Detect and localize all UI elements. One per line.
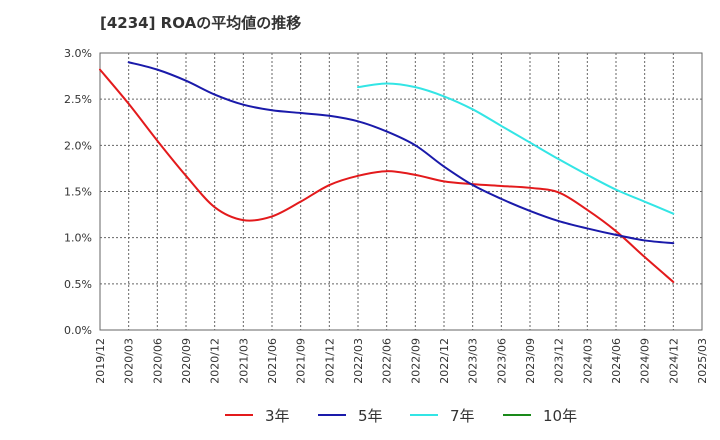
series-line-2 (127, 61, 675, 245)
legend: 3年 5年 7年 10年 (0, 400, 720, 430)
plot-frame (99, 52, 703, 331)
legend-swatch (410, 414, 438, 416)
x-tick-label: 2025/03 (696, 338, 709, 384)
x-tick-label: 2021/03 (237, 338, 250, 384)
x-tick-label: 2023/09 (524, 338, 537, 384)
y-tick-label: 2.0% (64, 139, 92, 152)
label-layer: 0.0% 0.5% 1.0% 1.5% 2.0% 2.5% 3.0% 2019/12 2020/… (64, 47, 709, 384)
y-tick-label: 0.0% (64, 324, 92, 337)
legend-label: 7年 (450, 406, 475, 425)
x-tick-label: 2024/03 (581, 338, 594, 384)
grid-layer (99, 52, 703, 331)
y-tick-label: 3.0% (64, 47, 92, 60)
x-tick-label: 2020/09 (180, 338, 193, 384)
legend-item: 7年 (410, 400, 475, 430)
x-tick-label: 2020/06 (151, 338, 164, 384)
legend-label: 3年 (265, 406, 290, 425)
x-tick-label: 2022/12 (438, 338, 451, 384)
series-line-1 (99, 68, 675, 283)
x-tick-label: 2021/06 (266, 338, 279, 384)
legend-swatch (225, 414, 253, 416)
legend-item: 5年 (318, 400, 383, 430)
legend-swatch (318, 414, 346, 416)
series-line-3 (357, 82, 675, 215)
legend-label: 10年 (543, 406, 578, 425)
y-tick-label: 1.0% (64, 232, 92, 245)
legend-label: 5年 (358, 406, 383, 425)
chart-title: [4234] ROAの平均値の推移 (100, 14, 302, 32)
x-tick-label: 2021/09 (295, 338, 308, 384)
x-tick-label: 2022/09 (409, 338, 422, 384)
x-tick-label: 2019/12 (94, 338, 107, 384)
legend-item: 10年 (503, 400, 577, 430)
x-tick-label: 2022/06 (381, 338, 394, 384)
x-tick-label: 2024/12 (667, 338, 680, 384)
x-tick-label: 2020/12 (209, 338, 222, 384)
x-tick-label: 2024/06 (610, 338, 623, 384)
x-tick-label: 2020/03 (123, 338, 136, 384)
legend-item: 3年 (225, 400, 290, 430)
x-tick-label: 2023/03 (467, 338, 480, 384)
x-tick-label: 2023/06 (495, 338, 508, 384)
x-tick-label: 2021/12 (323, 338, 336, 384)
axis-layer (99, 52, 703, 331)
y-tick-label: 1.5% (64, 186, 92, 199)
legend-swatch (503, 414, 531, 416)
x-tick-label: 2022/03 (352, 338, 365, 384)
series-layer (99, 61, 675, 283)
x-tick-label: 2023/12 (553, 338, 566, 384)
y-tick-label: 0.5% (64, 278, 92, 291)
y-tick-label: 2.5% (64, 93, 92, 106)
x-tick-label: 2024/09 (639, 338, 652, 384)
